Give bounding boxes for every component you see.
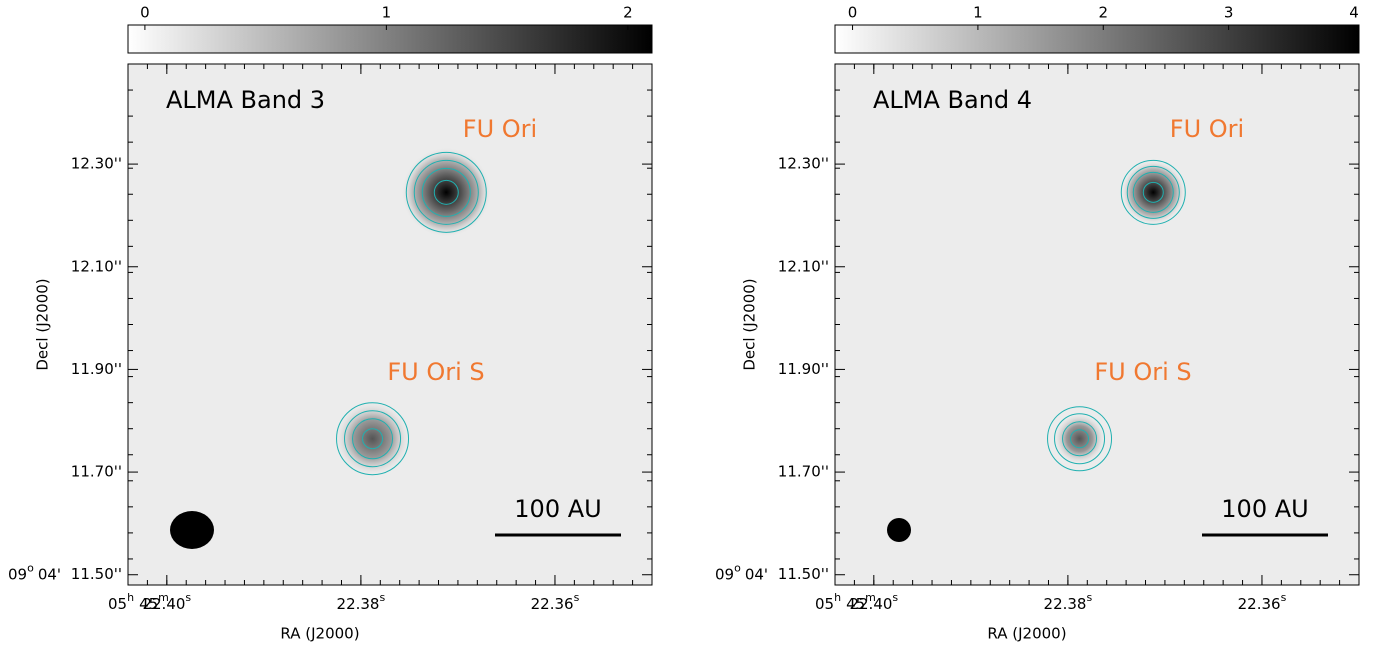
colorbar-tick-label: 2 xyxy=(623,4,633,22)
image-background xyxy=(835,64,1359,585)
superscript: s xyxy=(574,591,580,604)
panel-title: ALMA Band 4 xyxy=(873,86,1032,114)
contour xyxy=(1062,421,1098,457)
contour xyxy=(336,402,410,476)
contour xyxy=(405,151,487,233)
image-background xyxy=(128,64,652,585)
text-part: 05 xyxy=(815,595,834,613)
text-part: 22.36 xyxy=(531,595,574,613)
text-part: 22.38 xyxy=(337,595,380,613)
colorbar-tick-label: 4 xyxy=(1349,4,1359,22)
source-label: FU Ori S xyxy=(387,358,484,386)
contour xyxy=(413,159,479,225)
panel-title: ALMA Band 3 xyxy=(166,86,325,114)
beam xyxy=(170,511,214,549)
text-part: 09 xyxy=(715,565,734,583)
text-part: 45 xyxy=(846,595,865,613)
source-label: FU Ori xyxy=(1170,115,1244,143)
contour xyxy=(344,410,402,468)
y-tick-label: 11.50'' xyxy=(778,565,829,583)
contour xyxy=(1132,171,1174,213)
x-tick-label: 22.38s xyxy=(1044,591,1093,613)
x-prefix: 05h 45m xyxy=(815,591,876,613)
contour xyxy=(1142,181,1164,203)
colorbar-tick-label: 1 xyxy=(973,4,983,22)
colorbar xyxy=(834,24,1360,54)
colorbar-tick-label: 2 xyxy=(1098,4,1108,22)
superscript: m xyxy=(158,591,169,604)
y-tick-label: 12.30'' xyxy=(778,155,829,173)
y-tick-label: 12.10'' xyxy=(71,257,122,275)
y-tick-label: 12.30'' xyxy=(71,155,122,173)
superscript: o xyxy=(734,562,741,575)
scale-bar-label: 100 AU xyxy=(514,495,601,523)
x-prefix: 05h 45m xyxy=(108,591,169,613)
colorbar-tick-label: 3 xyxy=(1224,4,1234,22)
superscript: s xyxy=(1281,591,1287,604)
superscript: h xyxy=(127,591,134,604)
text-part: 45 xyxy=(139,595,158,613)
scale-bar-label: 100 AU xyxy=(1221,495,1308,523)
contour xyxy=(1047,406,1113,472)
superscript: s xyxy=(379,591,385,604)
y-tick-label: 11.90'' xyxy=(71,360,122,378)
y-tick-label: 11.50'' xyxy=(71,565,122,583)
y-tick-label: 12.10'' xyxy=(778,257,829,275)
text-part: 04' xyxy=(745,565,768,583)
superscript: s xyxy=(892,591,898,604)
text-part: 04' xyxy=(38,565,61,583)
y-axis-label: Decl (J2000) xyxy=(34,278,52,370)
x-tick-label: 22.40s xyxy=(849,591,898,613)
colorbar-tick-label: 1 xyxy=(382,4,392,22)
beam xyxy=(887,518,911,542)
superscript: s xyxy=(1086,591,1092,604)
contour xyxy=(362,428,384,450)
x-axis-label: RA (J2000) xyxy=(987,625,1066,643)
text-part: 22.40 xyxy=(142,595,185,613)
contour xyxy=(1054,413,1106,465)
source-label: FU Ori xyxy=(463,115,537,143)
y-tick-label: 11.70'' xyxy=(778,463,829,481)
superscript: o xyxy=(27,562,34,575)
contour xyxy=(352,418,394,460)
x-tick-label: 22.36s xyxy=(1238,591,1287,613)
x-axis-label: RA (J2000) xyxy=(280,625,359,643)
colorbar-tick-label: 0 xyxy=(140,4,150,22)
x-tick-label: 22.36s xyxy=(531,591,580,613)
contour xyxy=(1126,165,1180,219)
y-prefix: 09o 04' xyxy=(8,562,61,584)
colorbar xyxy=(127,24,653,54)
text-part: 22.40 xyxy=(849,595,892,613)
text-part: 22.38 xyxy=(1044,595,1087,613)
text-part: 05 xyxy=(108,595,127,613)
colorbar-tick-label: 0 xyxy=(848,4,858,22)
contour xyxy=(433,179,459,205)
y-prefix: 09o 04' xyxy=(715,562,768,584)
superscript: h xyxy=(834,591,841,604)
source-emission xyxy=(1053,412,1106,465)
contour xyxy=(1070,429,1090,449)
y-axis-label: Decl (J2000) xyxy=(741,278,759,370)
superscript: s xyxy=(185,591,191,604)
y-tick-label: 11.70'' xyxy=(71,463,122,481)
contour xyxy=(421,167,471,217)
contour xyxy=(1120,159,1186,225)
source-emission xyxy=(334,400,411,477)
text-part: 22.36 xyxy=(1238,595,1281,613)
superscript: m xyxy=(865,591,876,604)
x-tick-label: 22.38s xyxy=(337,591,386,613)
x-tick-label: 22.40s xyxy=(142,591,191,613)
source-emission xyxy=(1121,160,1186,225)
text-part: 09 xyxy=(8,565,27,583)
y-tick-label: 11.90'' xyxy=(778,360,829,378)
source-label: FU Ori S xyxy=(1094,358,1191,386)
